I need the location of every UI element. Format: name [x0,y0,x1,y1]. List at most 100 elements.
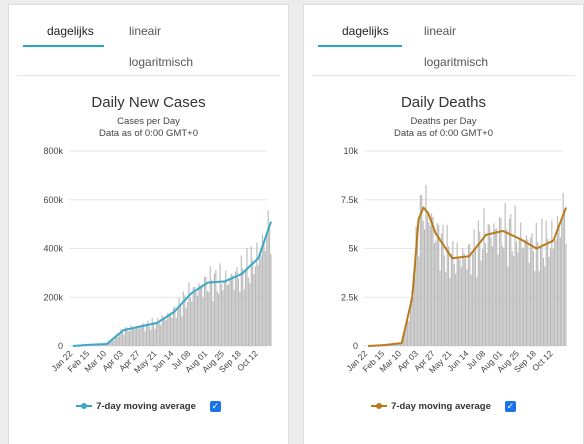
legend-moving-average[interactable]: 7-day moving average [76,401,196,412]
daily-bar [424,229,425,346]
daily-bar [437,223,438,346]
daily-bar [478,220,479,346]
daily-bar [506,229,507,346]
daily-bar [523,249,524,346]
moving-average-checkbox[interactable]: ✓ [505,401,516,412]
y-tick-label: 400k [43,244,63,254]
tab-linear[interactable]: lineair [129,24,161,38]
daily-bar [198,284,199,346]
daily-bar [220,263,221,346]
daily-bar [509,219,510,346]
daily-bar [218,294,219,346]
daily-bar [468,245,469,346]
daily-bar [527,239,528,346]
daily-bar [167,313,168,346]
daily-bar [150,330,151,346]
daily-bar [541,219,542,346]
daily-bar [492,246,493,346]
daily-bar [533,251,534,346]
legend-line-icon [371,402,387,410]
y-tick-label: 200k [43,292,63,302]
daily-bar [211,280,212,346]
daily-bar [159,323,160,346]
daily-bar [536,223,537,346]
tab-logarithmic[interactable]: logaritmisch [424,55,488,69]
daily-bar [469,244,470,346]
daily-bar [160,325,161,346]
daily-bar [498,254,499,346]
daily-bar [187,302,188,346]
daily-bar [195,292,196,346]
daily-bar [532,233,533,346]
moving-average-checkbox[interactable]: ✓ [210,401,221,412]
daily-bar [180,305,181,346]
daily-bar [428,222,429,346]
daily-bar [246,248,247,346]
tab-linear[interactable]: lineair [424,24,456,38]
daily-bar [222,290,223,346]
y-tick-label: 0 [58,341,63,351]
daily-bar [184,295,185,346]
daily-bar [482,249,483,346]
daily-bar [466,269,467,346]
daily-bar [156,322,157,346]
daily-bar [458,257,459,346]
daily-bar [263,241,264,346]
tab-daily[interactable]: dagelijks [47,24,94,38]
daily-bar [231,274,232,346]
daily-bar [515,205,516,346]
daily-bar [512,251,513,346]
daily-bar [234,290,235,346]
daily-bar [490,238,491,346]
daily-bar [474,229,475,346]
daily-bar [229,278,230,346]
daily-bar [558,225,559,346]
y-tick-label: 800k [43,146,63,156]
daily-bar [553,249,554,346]
daily-bar [556,239,557,346]
y-tick-label: 7.5k [341,195,359,205]
legend-moving-average[interactable]: 7-day moving average [371,401,491,412]
chart-legend: 7-day moving average ✓ [304,397,583,415]
daily-bar [248,277,249,346]
daily-bar [146,323,147,346]
daily-bar [435,241,436,346]
daily-bar [177,309,178,346]
tab-daily[interactable]: dagelijks [342,24,389,38]
daily-bar [505,203,506,346]
daily-bar [113,340,114,346]
daily-bar [164,318,165,346]
daily-bar [418,257,419,346]
daily-bar [129,331,130,346]
daily-bar [526,236,527,346]
daily-bar [262,234,263,346]
daily-bar [227,285,228,346]
daily-bar [245,271,246,346]
active-tab-underline [318,45,402,47]
daily-bar [203,297,204,346]
daily-bar [517,253,518,346]
daily-bar [454,264,455,346]
daily-bar [166,320,167,346]
daily-bar [548,257,549,346]
daily-bar [176,318,177,346]
daily-bar [193,287,194,346]
daily-bar [242,268,243,346]
daily-bar [239,292,240,346]
daily-bar [252,260,253,346]
daily-bar [465,259,466,346]
tab-logarithmic[interactable]: logaritmisch [129,55,193,69]
daily-bar [169,314,170,346]
daily-bar [493,223,494,346]
daily-bar [464,253,465,346]
daily-bar [433,217,434,346]
daily-bar [139,329,140,346]
daily-bar [200,286,201,346]
daily-bar [507,267,508,346]
daily-bar [496,228,497,346]
daily-bar [449,278,450,346]
daily-bar [461,267,462,346]
daily-bar [261,255,262,346]
